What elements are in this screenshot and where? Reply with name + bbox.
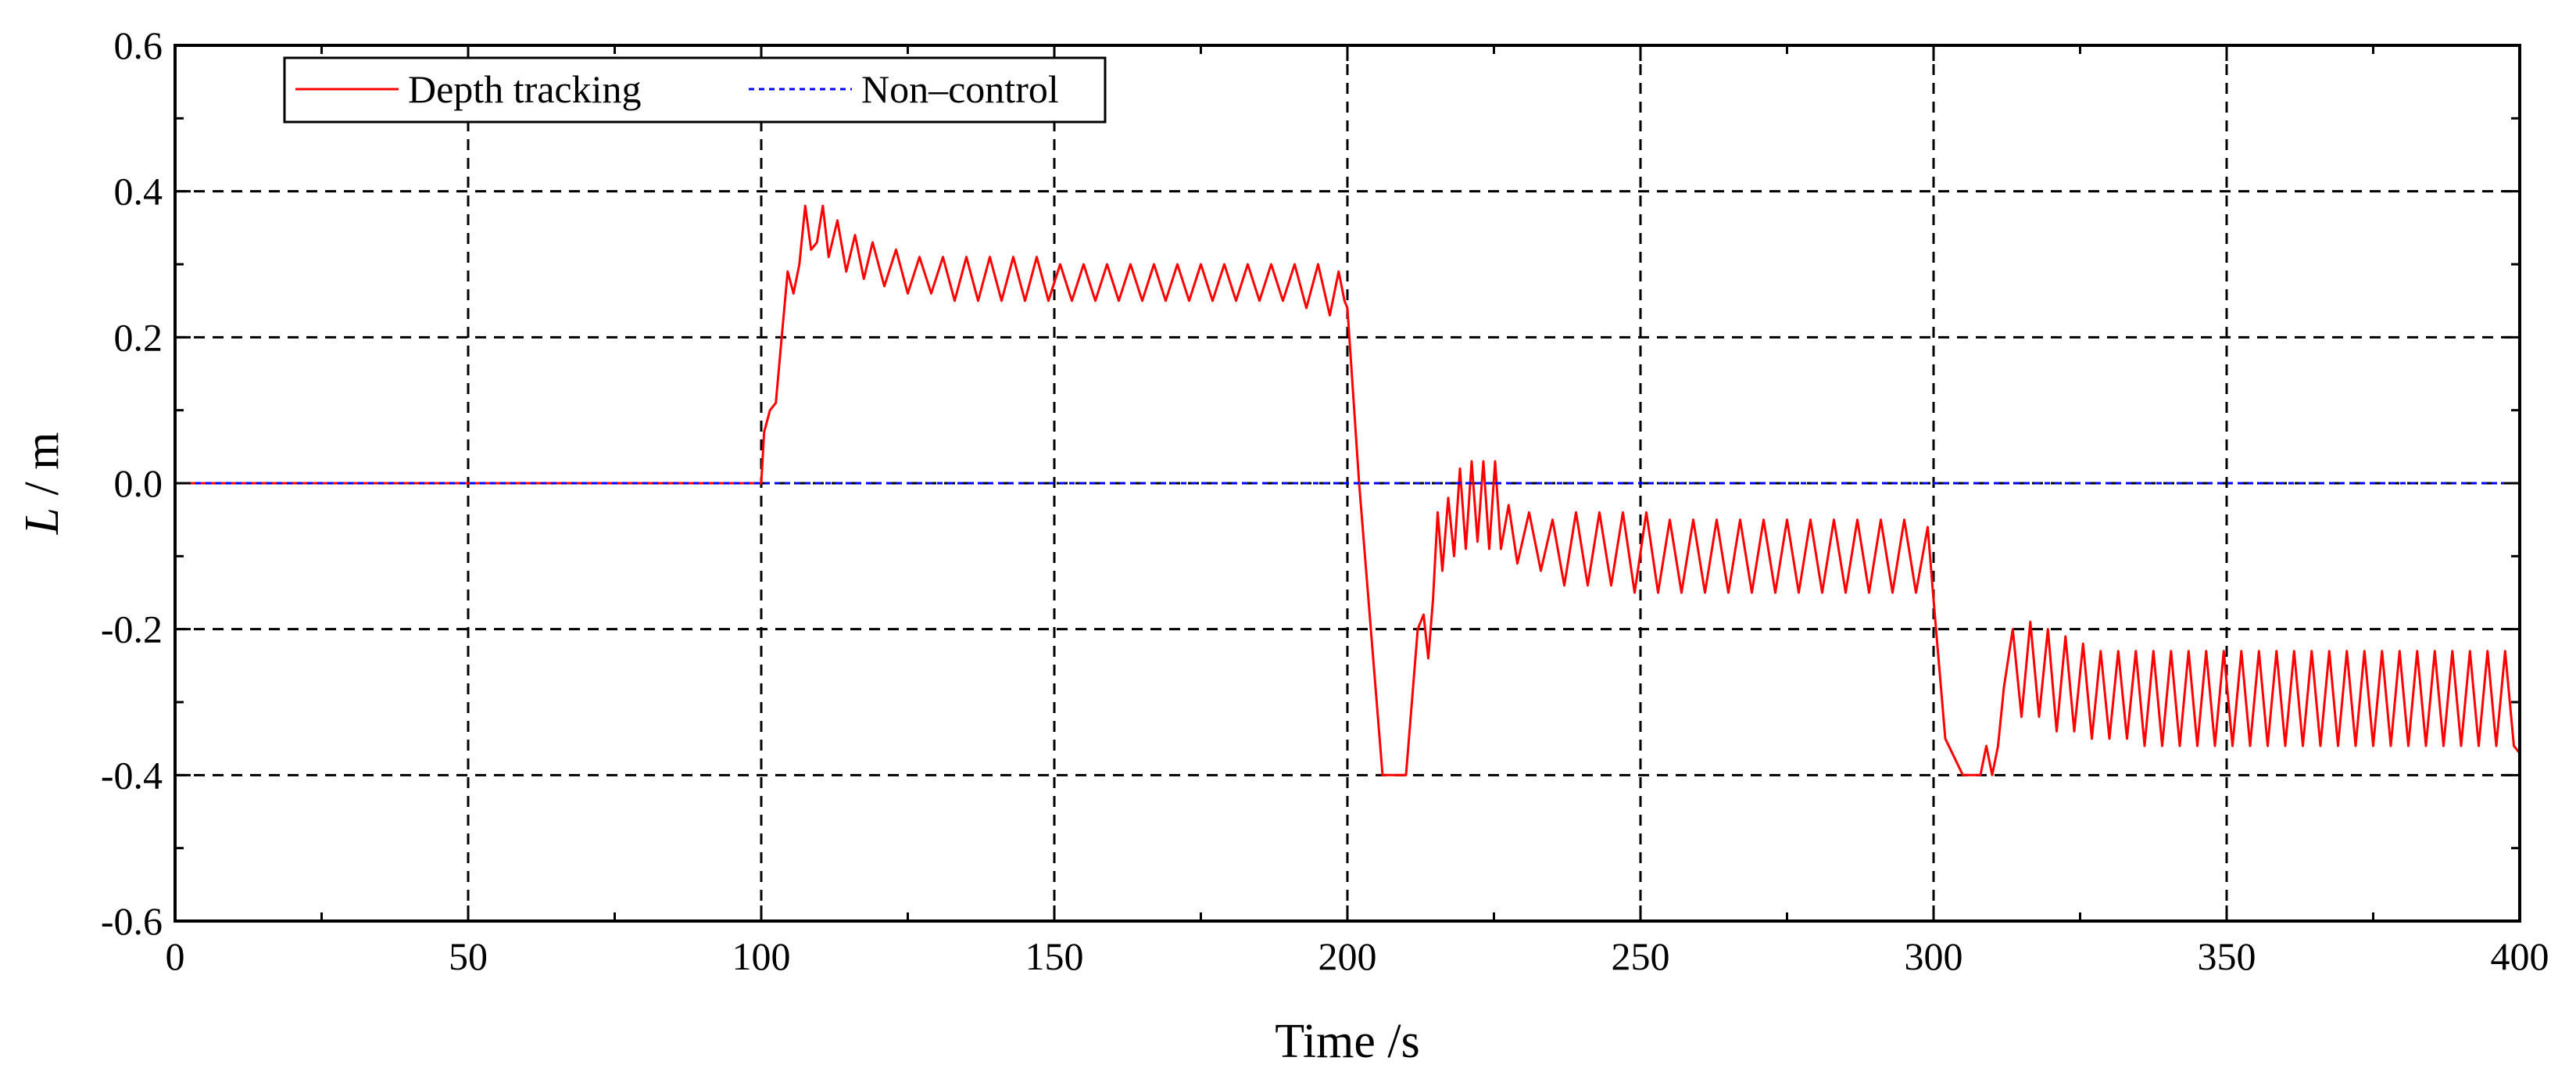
y-tick-label: -0.6 [101, 899, 163, 943]
x-tick-label: 250 [1612, 934, 1670, 978]
y-tick-label: 0.4 [114, 170, 163, 213]
x-axis-title: Time /s [1275, 1015, 1420, 1068]
x-tick-label: 350 [2198, 934, 2256, 978]
x-tick-label: 50 [449, 934, 488, 978]
y-axis-title: L / m [16, 432, 69, 536]
x-tick-label: 150 [1025, 934, 1084, 978]
legend: Depth tracking Non–control [283, 56, 1107, 124]
y-tick-label: 0.0 [114, 461, 163, 505]
y-tick-label: -0.2 [101, 608, 163, 651]
y-axis-unit: / m [16, 432, 69, 507]
legend-box [283, 56, 1107, 124]
y-tick-label: 0.2 [114, 315, 163, 359]
y-tick-label: -0.4 [101, 753, 163, 797]
legend-label-depth-tracking: Depth tracking [408, 67, 642, 111]
x-tick-label: 300 [1905, 934, 1963, 978]
series-line-depth-tracking [175, 204, 2521, 776]
x-tick-label: 200 [1318, 934, 1377, 978]
y-axis-variable: L [16, 507, 69, 535]
tick-labels: 0 50 100 150 200 250 300 350 400 -0.6 -0.4 -0.2 0.0 0… [101, 23, 2549, 978]
x-tick-label: 100 [732, 934, 791, 978]
x-tick-label: 400 [2491, 934, 2549, 978]
series-lines [175, 204, 2521, 776]
legend-label-non-control: Non–control [861, 67, 1059, 111]
x-tick-label: 0 [166, 934, 185, 978]
y-tick-label: 0.6 [114, 23, 163, 67]
